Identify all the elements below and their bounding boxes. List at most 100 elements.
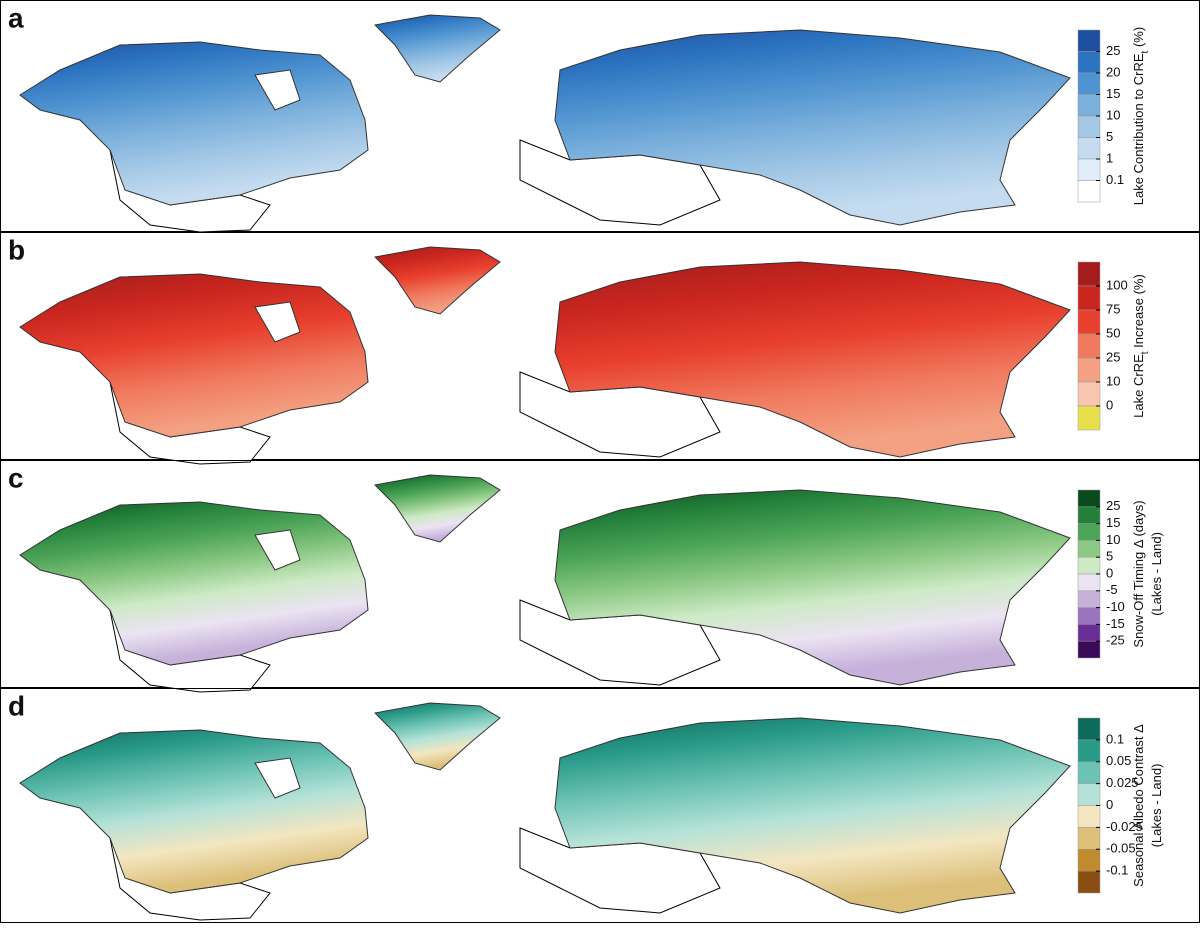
colorbar-swatch [1077,805,1101,828]
title-part: t [1140,50,1151,53]
land-region [554,717,1071,914]
title-part: Seasonal Albedo Contrast Δ [1131,724,1146,887]
colorbar-tick-label: 10 [1106,532,1120,547]
colorbar-swatch [1077,523,1101,541]
colorbar-swatch [1077,285,1101,311]
colorbar-swatch [1077,309,1101,335]
colorbar-tick-label: -25 [1106,633,1125,648]
colorbar-swatch [1077,870,1101,894]
colorbar-swatch [1077,180,1101,203]
land-region [19,501,369,666]
title-part: (Lakes - Land) [1149,764,1164,848]
colorbar-swatch [1077,115,1101,138]
panel: a 25 20 15 10 5 1 0.1 Lake Contribution to CrREt… [0,0,1200,233]
land-region [19,41,369,206]
panel-letter: d [8,690,25,721]
colorbar-tick-label: 0 [1106,565,1113,580]
land-region [554,489,1071,686]
colorbar-tick-label: 0 [1106,397,1113,412]
title-part: Snow-Off Timing Δ (days) [1131,500,1146,647]
colorbar-tick-label: 5 [1106,129,1113,144]
colorbar-tick-label: 10 [1106,373,1120,388]
land-region [19,273,369,438]
colorbar-swatch [1077,849,1101,872]
colorbar-title: Lake CrREt Increase (%) [1131,274,1151,418]
colorbar-tick-label: 15 [1106,515,1120,530]
colorbar-tick-label: 0.05 [1106,753,1131,768]
colorbar-swatch [1077,405,1101,431]
colorbar-tick-label: -5 [1106,582,1118,597]
lake [254,529,301,571]
colorbar-swatch [1077,573,1101,592]
colorbar-swatch [1077,590,1101,608]
colorbar-tick-label: 25 [1106,349,1120,364]
colorbar-title: Lake Contribution to CrREt (%) [1131,27,1151,205]
colorbar-swatch [1077,489,1101,508]
panel: c 25 15 10 50 -5 -10 -15 -25 Snow-Off Timing Δ (d… [0,460,1200,693]
colorbar-swatch [1077,556,1101,575]
lake [254,757,301,799]
colorbar-swatch [1077,333,1101,359]
land-region [373,474,501,543]
colorbar-tick-label: 75 [1106,301,1120,316]
colorbar-tick-label: 1 [1106,150,1113,165]
colorbar-swatch [1077,607,1101,625]
colorbar-swatch [1077,94,1101,117]
panel-letter: b [8,234,25,265]
colorbar-tick-label: 0 [1106,797,1113,812]
colorbar-tick-label: 25 [1106,498,1120,513]
colorbar-tick-label: -0.05 [1106,841,1136,856]
land-region [554,29,1071,226]
colorbar-swatch [1077,381,1101,407]
colorbar-swatch [1077,137,1101,160]
colorbar-swatch [1077,357,1101,383]
lake [254,69,301,111]
colorbar-swatch [1077,261,1101,287]
colorbar-tick-label: 0.1 [1106,731,1124,746]
colorbar-swatch [1077,624,1101,642]
colorbar-swatch [1077,29,1101,52]
colorbar-swatch [1077,540,1101,558]
colorbar-title: Snow-Off Timing Δ (days) [1131,500,1146,647]
panel: d 0.1 0.05 0.025 0 -0.025 -0.05 -0.1 Seasonal Al… [0,688,1200,923]
panel-letter: a [8,2,24,33]
title-part: Lake Contribution to CrRE [1131,53,1146,205]
colorbar-swatch [1077,506,1101,524]
colorbar-tick-label: -15 [1106,616,1125,631]
colorbar-swatch [1077,827,1101,850]
colorbar-swatch [1077,640,1101,659]
title-part: Increase (%) [1131,274,1146,351]
title-part: t [1140,351,1151,354]
colorbar-tick-label: -0.025 [1106,819,1143,834]
colorbar-swatch [1077,158,1101,181]
colorbar-tick-label: -0.1 [1106,863,1128,878]
colorbar-swatch [1077,51,1101,74]
colorbar-swatch [1077,761,1101,784]
colorbar-tick-label: -10 [1106,599,1125,614]
land-region [19,729,369,894]
land-region [554,261,1071,458]
colorbar-tick-label: 10 [1106,107,1120,122]
title-part: Lake CrRE [1131,354,1146,418]
colorbar-title: Seasonal Albedo Contrast Δ [1131,724,1146,887]
panel-letter: c [8,462,24,493]
colorbar-tick-label: 15 [1106,86,1120,101]
colorbar-tick-label: 20 [1106,64,1120,79]
colorbar-tick-label: 50 [1106,325,1120,340]
land-region [373,246,501,315]
colorbar-swatch [1077,717,1101,741]
colorbar-tick-label: 25 [1106,43,1120,58]
land-region [373,14,501,83]
colorbar-tick-label: 100 [1106,277,1128,292]
colorbar-title: (Lakes - Land) [1149,764,1164,848]
colorbar-tick-label: 0.1 [1106,172,1124,187]
colorbar-swatch [1077,72,1101,95]
colorbar-swatch [1077,739,1101,762]
colorbar-swatch [1077,783,1101,806]
title-part: (%) [1131,27,1146,51]
land-region [373,702,501,771]
colorbar-tick-label: 0.025 [1106,775,1139,790]
colorbar-title: (Lakes - Land) [1149,532,1164,616]
